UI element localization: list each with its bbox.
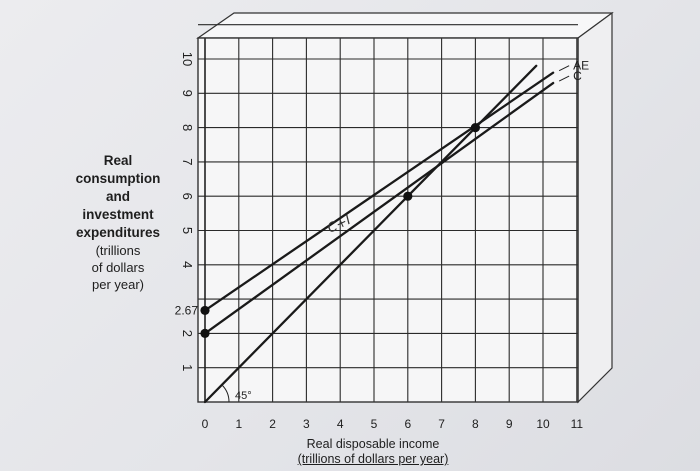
series-label-ae: AE	[573, 59, 589, 73]
series-label-c: C	[573, 69, 582, 83]
box-top-face	[196, 12, 614, 39]
data-point	[200, 328, 210, 338]
y-tick-label: 9	[180, 90, 195, 97]
x-tick-label: 11	[571, 417, 584, 431]
x-tick-label: 1	[235, 417, 242, 431]
x-tick-label: 4	[337, 417, 344, 431]
x-tick-label: 7	[438, 417, 445, 431]
y-label-units-1: (trillions	[95, 243, 141, 258]
y-tick-label: 1	[180, 364, 195, 371]
y-label-line-3: and	[105, 189, 130, 204]
x-tick-label: 5	[371, 417, 378, 431]
y-label-line-4: investment	[82, 207, 154, 222]
y-axis-label: Real consumption and investment expendit…	[62, 152, 174, 293]
y-tick-label: 4	[180, 261, 195, 268]
y-label-line-5: expenditures	[75, 225, 161, 240]
series-lines: AEC	[203, 59, 589, 404]
y-tick-label: 2	[180, 330, 195, 337]
y-tick-label: 10	[180, 52, 195, 66]
y-label-line-2: consumption	[75, 171, 161, 186]
y-tick-label: 5	[180, 227, 195, 234]
x-tick-label: 3	[303, 417, 310, 431]
y-tick-label: 7	[180, 158, 195, 165]
x-axis-label: Real disposable income (trillions of dol…	[260, 437, 486, 467]
x-label-units: (trillions of dollars per year)	[297, 452, 449, 466]
y-tick-label: 8	[180, 124, 195, 131]
series-leader-line	[558, 65, 570, 72]
x-label-title: Real disposable income	[306, 437, 440, 451]
x-tick-label: 2	[269, 417, 276, 431]
data-point	[200, 305, 210, 316]
data-point	[470, 123, 480, 133]
y-label-units-2: of dollars	[91, 260, 145, 275]
series-line-ae	[203, 71, 555, 312]
plot-frame	[197, 37, 579, 403]
data-point	[403, 191, 413, 201]
plot-area	[198, 38, 578, 402]
x-tick-label: 9	[506, 417, 513, 431]
angle-label: 45°	[235, 390, 252, 402]
y-tick-label: 6	[180, 193, 195, 200]
angle-arc	[221, 384, 230, 403]
x-tick-label: 10	[536, 417, 550, 431]
x-tick-label: 6	[404, 417, 411, 431]
y-label-units-3: per year)	[91, 277, 145, 292]
grid	[198, 24, 578, 402]
series-line-c	[203, 81, 555, 335]
series-leader-line	[558, 75, 570, 82]
x-tick-label: 8	[472, 417, 479, 431]
y-label-line-1: Real	[103, 153, 133, 168]
data-points	[200, 123, 480, 338]
x-tick-label: 0	[202, 417, 209, 431]
y-tick-label-special: 2.67	[175, 303, 199, 317]
series-line-45-degree	[203, 64, 538, 404]
